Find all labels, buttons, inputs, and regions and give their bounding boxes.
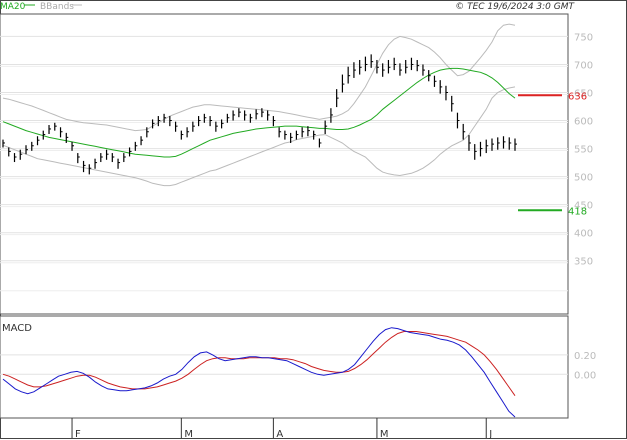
x-tick-label: J [488,429,492,440]
price-y-tick-label: 700 [574,60,593,71]
macd-y-axis: 0.20 0.00 [574,351,596,381]
copyright-text: © TEC 19/6/2024 3:0 GMT [455,2,575,12]
macd-series-layer [2,327,516,418]
x-tick-label: M [380,429,389,440]
price-y-tick-label: 500 [574,173,593,184]
price-y-tick-label: 550 [574,145,593,156]
bbands-upper-line [2,23,516,132]
price-y-tick-label: 650 [574,89,593,100]
bbands-lower-line [2,86,516,187]
legend-ma-label: MA20 [0,2,26,12]
macd-y-tick-label: 0.00 [574,370,596,381]
price-level-label: 636 [568,91,587,102]
x-tick-label: A [276,429,283,440]
price-panel [0,13,569,315]
price-level-label: 418 [568,206,587,217]
price-gridlines [0,35,568,292]
macd-panel [0,315,569,419]
price-levels: 636 418 [518,91,587,217]
x-tick-label: F [75,429,81,440]
price-y-tick-label: 400 [574,229,593,240]
macd-line [2,327,516,418]
price-y-tick-label: 450 [574,201,593,212]
price-y-tick-label: 600 [574,117,593,128]
x-tick-label: M [184,429,193,440]
price-y-tick-label: 750 [574,32,593,43]
macd-y-tick-label: 0.20 [574,351,596,362]
ma20-line [2,67,516,158]
price-y-axis: 750 700 650 600 550 500 450 400 350 [574,32,593,267]
price-y-tick-label: 350 [574,257,593,268]
price-series-layer [2,23,517,187]
macd-title: MACD [2,323,32,334]
macd-gridlines [0,354,568,375]
legend-bb-label: BBands [40,2,74,12]
